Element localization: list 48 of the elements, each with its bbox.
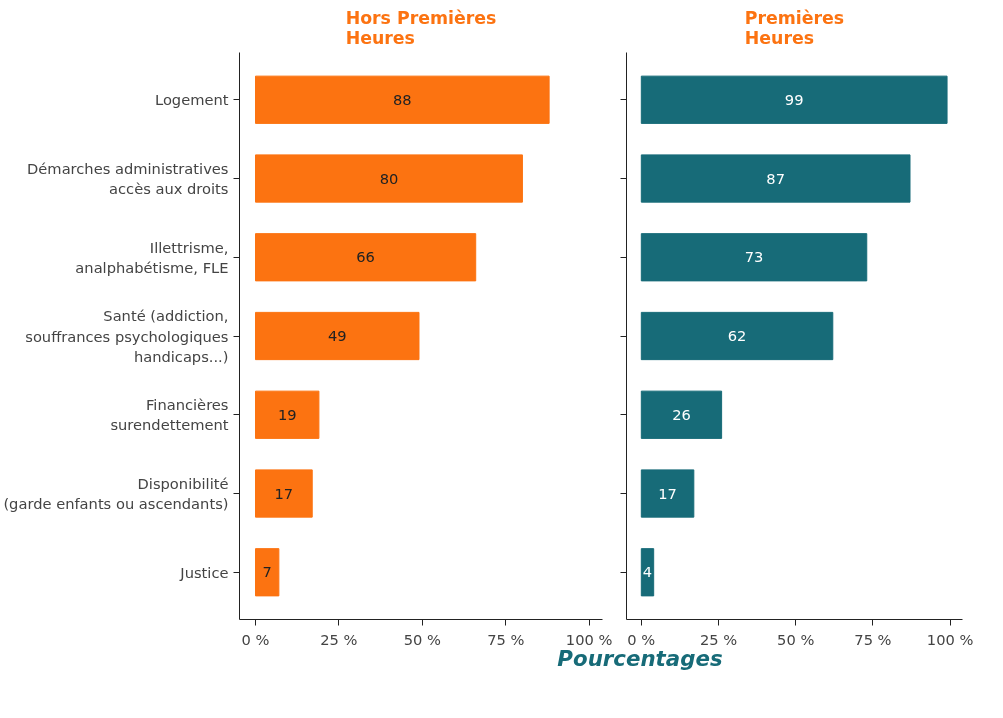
- x-tick-label: 25 %: [699, 630, 738, 648]
- data-label: 17: [274, 484, 294, 502]
- data-label: 4: [642, 563, 653, 581]
- x-tick-label: 0 %: [627, 630, 656, 648]
- bar: [255, 469, 313, 518]
- bar: [255, 311, 420, 361]
- x-tick-label: 100 %: [565, 630, 613, 648]
- bar: [255, 233, 477, 282]
- y-tick-label: Justice: [179, 563, 229, 581]
- y-tick-label: Santé (addiction, souffrances psychologiques handicaps...): [25, 307, 229, 365]
- bar: [640, 548, 655, 597]
- bar: [255, 75, 550, 124]
- data-label: 19: [277, 405, 297, 423]
- chart-title: Premières Heures: [744, 7, 845, 48]
- data-label: 66: [356, 248, 375, 266]
- data-label: 62: [727, 327, 747, 344]
- bar: [255, 390, 320, 439]
- data-label: 49: [327, 327, 347, 344]
- data-label: 88: [392, 90, 412, 108]
- x-tick-label: 0 %: [241, 630, 270, 648]
- x-tick-label: 50 %: [777, 630, 815, 648]
- bar: [640, 154, 911, 203]
- chart-title: Hors Premières Heures: [345, 7, 497, 48]
- y-tick-label: Illettrisme, analphabétisme, FLE: [75, 238, 229, 276]
- y-tick-label: Disponibilité (garde enfants ou ascendants): [3, 474, 229, 513]
- data-label: 7: [262, 563, 272, 581]
- x-tick-label: 75 %: [854, 630, 892, 648]
- data-label: 87: [766, 169, 785, 187]
- y-tick-label: Financières surendettement: [110, 396, 229, 434]
- x-tick-label: 100 %: [926, 630, 974, 648]
- bar: [640, 390, 723, 439]
- data-label: 26: [672, 405, 691, 423]
- bar: [640, 75, 948, 124]
- x-axis-title: Pourcentages: [557, 645, 723, 673]
- bar: [640, 469, 695, 518]
- x-tick-label: 25 %: [320, 630, 358, 648]
- bar: [640, 311, 834, 361]
- y-tick-label: Logement: [154, 91, 229, 109]
- data-label: 73: [744, 248, 764, 266]
- bar: [640, 233, 868, 282]
- bar: [255, 154, 523, 203]
- data-label: 17: [658, 484, 677, 502]
- x-tick-label: 75 %: [487, 630, 525, 648]
- x-tick-label: 50 %: [403, 630, 442, 648]
- bar: [255, 548, 280, 597]
- data-label: 80: [379, 169, 399, 187]
- data-label: 99: [784, 90, 804, 108]
- y-tick-label: Démarches administratives accès aux droits: [27, 159, 229, 198]
